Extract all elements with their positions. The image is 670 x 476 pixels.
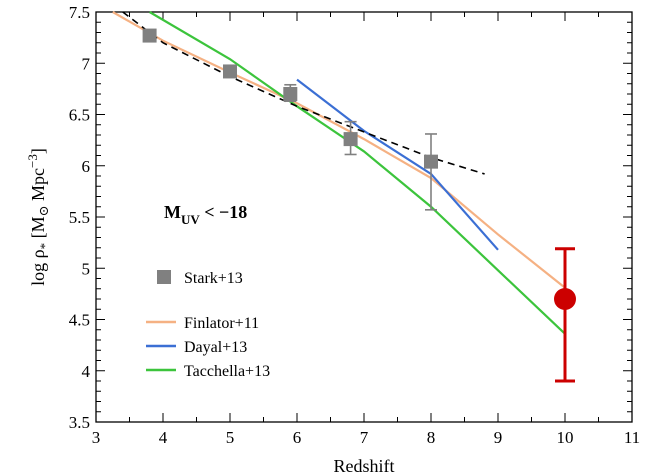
x-tick-label: 6 (293, 428, 302, 447)
legend-marker-stark (157, 270, 171, 284)
x-tick-label: 3 (92, 428, 101, 447)
y-tick-label: 6 (82, 157, 91, 176)
legend-label-finlator: Finlator+11 (184, 315, 259, 332)
cut-annotation: MUV < −18 (164, 202, 247, 227)
legend: Stark+13 Finlator+11 Dayal+13 Tacchella+… (146, 270, 270, 380)
y-tick-label: 5 (82, 259, 91, 278)
x-tick-label: 10 (557, 428, 574, 447)
y-tick-label: 3.5 (69, 413, 90, 432)
plot-area: 3 4 5 6 7 8 9 10 11 3.5 4 4.5 5 5.5 6 6.5 7 7.5 (69, 3, 640, 447)
y-axis-title-unit: Mpc (28, 168, 48, 206)
y-axis-title-sup: −3 (25, 154, 40, 168)
legend-label-tacchella: Tacchella+13 (184, 363, 270, 380)
x-tick-label: 5 (226, 428, 235, 447)
x-tick-label: 8 (427, 428, 436, 447)
x-tick-label: 7 (360, 428, 369, 447)
y-tick-labels: 3.5 4 4.5 5 5.5 6 6.5 7 7.5 (69, 3, 91, 432)
stark-marker (283, 87, 298, 101)
y-axis-title-open: [M (28, 216, 48, 243)
cut-annotation-rest: < −18 (200, 202, 248, 222)
y-tick-label: 7.5 (69, 3, 90, 22)
stark-marker (223, 64, 237, 79)
y-axis-title-main: log ρ (28, 249, 48, 286)
stark-marker (343, 132, 358, 147)
data-markers (142, 28, 576, 383)
stark-marker (142, 28, 157, 43)
x-axis-title: Redshift (334, 456, 395, 476)
y-tick-label: 5.5 (69, 208, 90, 227)
legend-label-dayal: Dayal+13 (184, 339, 247, 356)
x-tick-label: 9 (494, 428, 503, 447)
cut-annotation-main: M (164, 202, 181, 222)
series-line-finlator-11 (112, 11, 566, 289)
axis-ticks (95, 11, 633, 423)
y-axis-title: log ρ* [M⊙ Mpc−3] (25, 148, 52, 286)
y-axis-title-sun: ⊙ (36, 205, 51, 216)
x-tick-labels: 3 4 5 6 7 8 9 10 11 (92, 428, 640, 447)
x-tick-label: 11 (624, 428, 640, 447)
y-tick-label: 7 (82, 54, 91, 73)
series-lines (112, 11, 566, 335)
y-tick-label: 6.5 (69, 106, 90, 125)
cut-annotation-sub: UV (181, 212, 200, 227)
stark-marker (424, 154, 438, 169)
y-tick-label: 4.5 (69, 311, 90, 330)
y-tick-label: 4 (82, 362, 91, 381)
x-tick-label: 4 (159, 428, 168, 447)
series-line-dayal-13 (296, 78, 499, 251)
legend-label-stark: Stark+13 (184, 270, 243, 287)
y-axis-title-sub: * (37, 243, 52, 250)
red-point-marker (554, 288, 576, 310)
y-axis-title-close: ] (28, 148, 48, 154)
series-line-tacchella-13 (149, 11, 566, 335)
